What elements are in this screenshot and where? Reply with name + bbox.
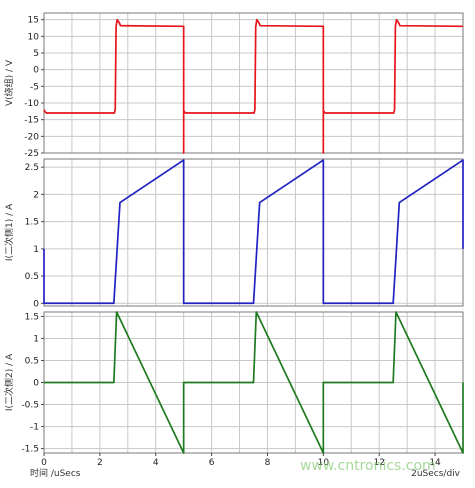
x-tick-label: 14 [429,458,441,468]
x-tick-label: 12 [373,458,384,468]
y-axis-label: I(二次侧2) / A [3,353,15,411]
series-line [43,159,464,305]
x-tick-label: 8 [265,458,271,468]
y-tick-label: 1.5 [25,218,39,228]
y-tick-label: 0 [33,379,39,389]
y-tick-label: 2 [33,190,39,200]
y-tick-label: -15 [24,116,39,126]
y-tick-label: 15 [28,16,39,26]
y-tick-label: 0 [33,66,39,76]
y-tick-label: 5 [33,49,39,59]
series-line [43,18,464,154]
y-tick-label: -1.5 [21,445,39,455]
x-tick-label: 6 [209,458,215,468]
y-tick-label: 1.5 [25,312,39,322]
plot-frame [43,158,464,307]
watermark-text: www.cntronics.com [300,458,436,474]
y-tick-label: 0.5 [25,272,39,282]
x-tick-label: 4 [153,458,159,468]
y-tick-label: 2.5 [25,163,39,173]
x-tick-label: 0 [41,458,47,468]
x-tick-label: 10 [318,458,330,468]
y-tick-label: -5 [30,82,39,92]
y-tick-label: 10 [28,32,40,42]
y-tick-label: -0.5 [21,401,39,411]
y-tick-label: 1 [33,245,39,255]
y-tick-label: -20 [24,132,39,142]
y-tick-label: -10 [24,99,39,109]
y-axis-label: I(二次侧1) / A [3,203,15,261]
x-tick-label: 2 [97,458,103,468]
plot-frame [43,12,464,154]
y-tick-label: 0.5 [25,356,39,366]
y-tick-label: -1 [30,423,39,433]
y-axis-label: V(绕组) / V [3,59,15,106]
y-tick-label: 0 [33,299,39,309]
y-tick-label: -25 [24,149,39,159]
y-tick-label: 1 [33,334,39,344]
series-line [44,311,464,454]
time-per-division-label: 2uSecs/div [411,469,461,479]
x-axis-label: 时间 /uSecs [30,467,81,479]
